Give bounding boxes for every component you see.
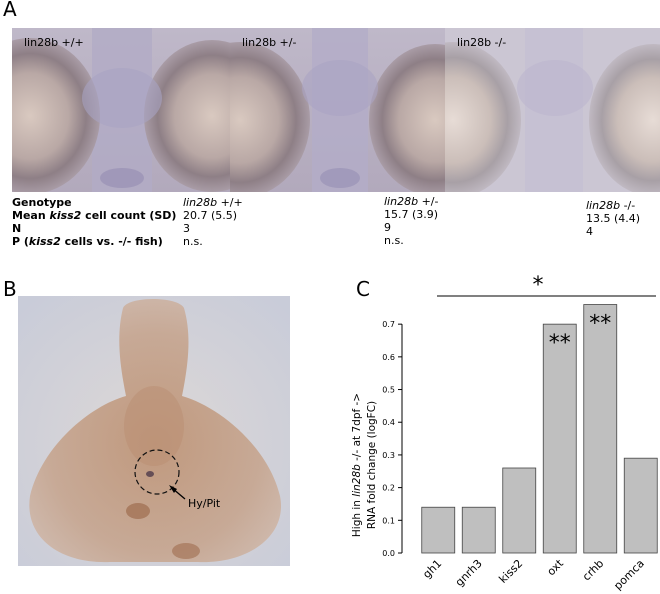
table-column-mutant: lin28b -/- 13.5 (4.4) 4 [586,199,640,251]
micrograph-heterozygous-image [230,28,445,192]
panel-b-letter: B [3,277,17,301]
x-tick-label-pomca: pomca [611,557,647,593]
x-tick-label-crhb: crhb [580,557,606,583]
y-tick-label: 0.5 [382,386,395,395]
bar-significance-crhb: ** [589,312,611,337]
y-tick-label: 0.2 [382,484,395,493]
cell-p [586,238,640,251]
cell-p: n.s. [183,235,203,248]
bar-kiss2 [502,467,537,554]
table-column-heterozygous: lin28b +/- 15.7 (3.9) 9 n.s. [384,195,438,247]
cell-genotype: lin28b +/+ [183,196,243,209]
row-label-mean: Mean kiss2 cell count (SD) [12,209,177,222]
x-tick-label-kiss2: kiss2 [496,557,525,586]
row-label-n: N [12,222,22,235]
x-tick-label-gnrh3: gnrh3 [453,557,485,589]
cell-mean: 13.5 (4.4) [586,212,641,225]
row-label-p: P (kiss2 cells vs. -/- fish) [12,235,163,248]
bar-chart: * High in lin28b -/- at 7dpf -> RNA fold… [351,273,658,592]
row-label-genotype: Genotype [12,196,72,209]
y-axis-label-line1: High in lin28b -/- at 7dpf -> [351,393,363,537]
panel-c-letter: C [356,277,370,301]
cell-mean: 15.7 (3.9) [384,208,439,221]
cell-genotype: lin28b +/- [384,195,439,208]
x-axis-labels: gh1 gnrh3 kiss2 oxt crhb pomca [420,556,647,592]
x-tick-label-oxt: oxt [545,556,567,578]
y-tick-label: 0.0 [382,549,395,558]
table-column-wildtype: lin28b +/+ 20.7 (5.5) 3 n.s. [183,196,243,248]
micrograph-panel-b: Hy/Pit [18,296,290,566]
bars: ** ** [421,304,658,554]
cell-n: 3 [183,222,190,235]
micrograph-wildtype: lin28b +/+ [12,28,230,192]
x-tick-label-gh1: gh1 [420,557,444,581]
y-axis: 0.0 0.1 0.2 0.3 0.4 0.5 0.6 0.7 [382,320,403,558]
micrograph-label-mutant: lin28b -/- [457,36,507,49]
bar-crhb [583,304,618,554]
significance-star-overall: * [533,273,544,298]
y-tick-label: 0.7 [382,320,395,329]
micrograph-heterozygous: lin28b +/- [230,28,445,192]
bar-oxt [542,323,577,554]
micrograph-panel-b-image [18,296,290,566]
table-row-labels: Genotype Mean kiss2 cell count (SD) N P … [12,196,176,248]
y-tick-label: 0.6 [382,353,395,362]
dashed-circle-marker [134,449,180,495]
micrograph-mutant: lin28b -/- [445,28,660,192]
bar-gh1 [421,506,456,554]
cell-n: 9 [384,221,391,234]
bar-gnrh3 [461,506,496,554]
micrograph-wildtype-image [12,28,230,192]
annotation-label-hy-pit: Hy/Pit [188,497,221,510]
panel-a-letter: A [3,0,17,21]
bar-pomca [623,457,658,554]
y-tick-label: 0.1 [382,516,395,525]
annotation-arrowhead [169,485,177,493]
cell-p: n.s. [384,234,404,247]
cell-n: 4 [586,225,593,238]
y-axis-label-line2: RNA fold change (logFC) [366,401,378,529]
y-tick-label: 0.4 [382,418,395,427]
y-tick-label: 0.3 [382,451,395,460]
cell-genotype: lin28b -/- [586,199,636,212]
cell-mean: 20.7 (5.5) [183,209,238,222]
micrograph-mutant-image [445,28,660,192]
bar-significance-oxt: ** [549,331,571,356]
micrograph-label-heterozygous: lin28b +/- [242,36,297,49]
micrograph-label-wildtype: lin28b +/+ [24,36,84,49]
